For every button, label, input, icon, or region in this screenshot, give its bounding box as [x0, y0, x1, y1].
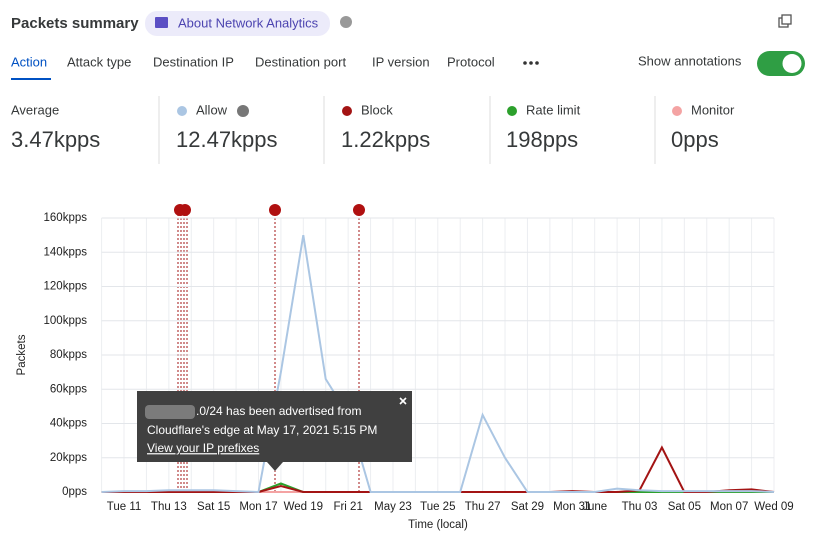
annotations — [177, 210, 360, 492]
tab[interactable]: Attack type — [67, 54, 131, 69]
y-tick-label: 140kpps — [44, 246, 88, 258]
x-tick-label: Thu 27 — [465, 501, 501, 513]
y-tick-label: 160kpps — [44, 212, 88, 224]
series-line — [101, 234, 775, 494]
book-icon — [155, 17, 168, 28]
tooltip-close[interactable] — [399, 397, 407, 405]
pie-icon[interactable] — [340, 16, 352, 28]
tooltip-text: Cloudflare's edge at May 17, 2021 5:15 P… — [147, 423, 377, 437]
stat-value: 3.47kpps — [11, 127, 100, 152]
x-tick-label: Sat 29 — [511, 501, 544, 513]
legend-label: Block — [361, 102, 393, 117]
y-axis-label: Packets — [16, 334, 28, 375]
y-tick-label: 100kpps — [44, 315, 88, 327]
stat-label: Average — [11, 102, 59, 117]
x-tick-label: Thu 13 — [151, 501, 187, 513]
tab[interactable]: Action — [11, 54, 47, 69]
tab[interactable]: Protocol — [447, 54, 495, 69]
y-tick-label: 40kpps — [50, 418, 87, 430]
x-tick-label: Thu 03 — [622, 501, 658, 513]
about-pill[interactable] — [145, 11, 330, 36]
legend-dot — [177, 106, 187, 116]
x-tick-label: Mon 31 — [553, 501, 591, 513]
y-tick-label: 80kpps — [50, 349, 87, 361]
stat-value: 12.47kpps — [176, 127, 278, 152]
info-icon — [237, 105, 249, 117]
y-tick-label: 120kpps — [44, 281, 88, 293]
x-tick-label: Wed 09 — [754, 501, 793, 513]
legend-label: Monitor — [691, 102, 735, 117]
x-tick-label: Tue 11 — [107, 501, 142, 513]
x-tick-label: Fri 21 — [333, 501, 362, 513]
stat-value: 1.22kpps — [341, 127, 430, 152]
y-tick-label: 20kpps — [50, 452, 87, 464]
stat-value: 198pps — [506, 127, 578, 152]
tab[interactable]: Destination port — [255, 54, 346, 69]
x-tick-label: Sat 15 — [197, 501, 230, 513]
x-tick-label: Mon 07 — [710, 501, 748, 513]
title: Packets summary — [11, 15, 139, 32]
tooltip-text: .0/24 has been advertised from — [196, 404, 361, 418]
copy-icon-back — [781, 14, 792, 25]
x-tick-label: June — [582, 501, 607, 513]
x-tick-label: Wed 19 — [284, 501, 323, 513]
more-tabs[interactable] — [523, 61, 539, 65]
x-tick-label: Tue 25 — [420, 501, 455, 513]
legend-label: Allow — [196, 102, 228, 117]
tooltip: .0/24 has been advertised from Cloudflar… — [137, 391, 412, 471]
x-tick-label: Mon 17 — [239, 501, 277, 513]
x-tick-label: May 23 — [374, 501, 412, 513]
y-tick-label: 0pps — [62, 486, 87, 498]
legend-dot — [507, 106, 517, 116]
tooltip-link[interactable]: View your IP prefixes — [147, 441, 259, 455]
stat-value: 0pps — [671, 127, 719, 152]
legend-label: Rate limit — [526, 102, 581, 117]
about-link[interactable]: About Network Analytics — [178, 15, 319, 30]
x-axis-label: Time (local) — [408, 519, 468, 531]
tooltip-box — [137, 391, 412, 462]
y-tick-label: 60kpps — [50, 383, 87, 395]
legend-dot — [672, 106, 682, 116]
tab[interactable]: Destination IP — [153, 54, 234, 69]
toggle-label: Show annotations — [638, 53, 742, 68]
tab[interactable]: IP version — [372, 54, 430, 69]
annotation-dots[interactable] — [174, 204, 365, 216]
legend-dot — [342, 106, 352, 116]
tooltip-pointer — [267, 462, 283, 471]
toggle-knob — [782, 54, 802, 73]
blurred-prefix — [145, 405, 195, 419]
x-tick-label: Sat 05 — [668, 501, 701, 513]
